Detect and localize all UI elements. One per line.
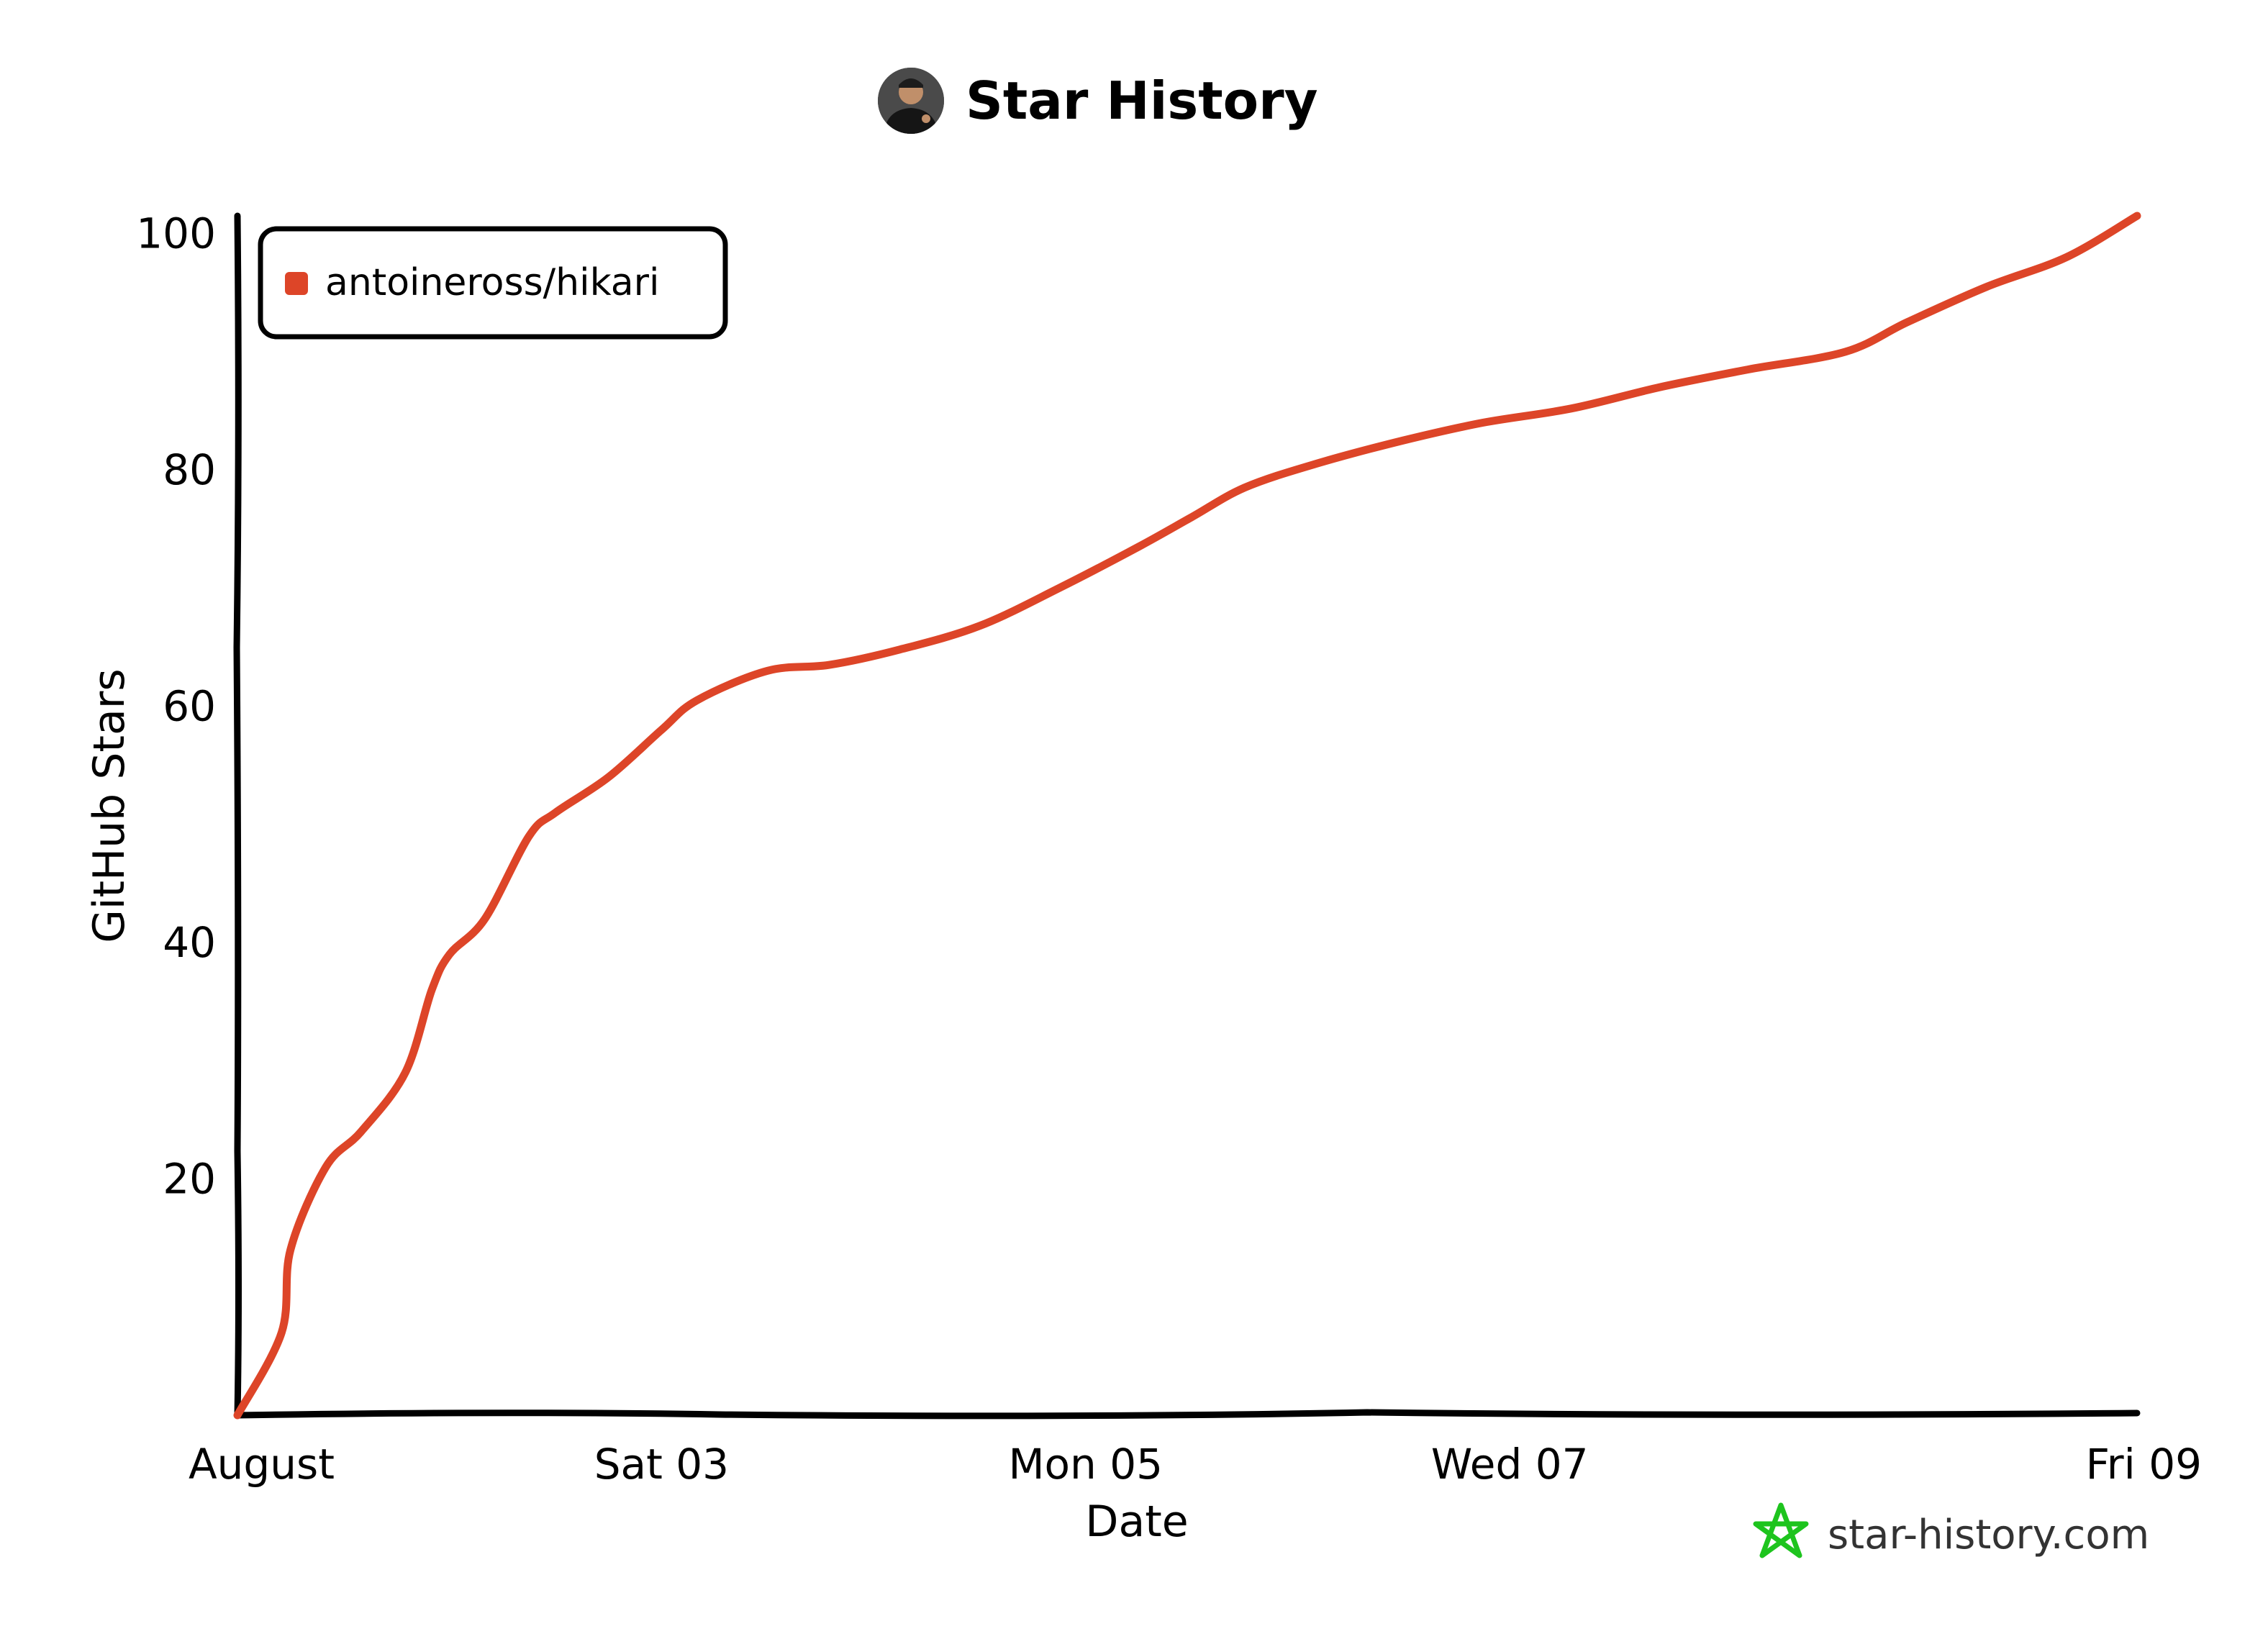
legend-swatch bbox=[285, 272, 308, 295]
y-axis-ticks: 20 40 60 80 100 bbox=[136, 209, 216, 1204]
x-tick-label: Fri 09 bbox=[2086, 1440, 2202, 1489]
y-axis-line bbox=[233, 212, 242, 1419]
chart-title: Star History bbox=[966, 71, 1318, 131]
y-axis-title: GitHub Stars bbox=[84, 668, 135, 943]
x-tick-label: Mon 05 bbox=[1009, 1440, 1164, 1489]
axes bbox=[233, 212, 2141, 1420]
x-tick-label: Sat 03 bbox=[594, 1440, 729, 1489]
y-tick-label: 80 bbox=[163, 445, 216, 494]
x-axis-line bbox=[234, 1409, 2141, 1420]
x-tick-label: August bbox=[189, 1440, 335, 1489]
watermark[interactable]: star-history.com bbox=[1753, 1502, 2149, 1558]
star-icon bbox=[1753, 1502, 1809, 1558]
y-tick-label: 60 bbox=[163, 682, 216, 731]
watermark-text: star-history.com bbox=[1828, 1512, 2149, 1558]
legend: antoineross/hikari bbox=[258, 226, 728, 340]
x-axis-title: Date bbox=[1085, 1497, 1188, 1547]
chart-header: Star History bbox=[878, 68, 1318, 134]
y-tick-label: 20 bbox=[163, 1155, 216, 1204]
avatar bbox=[878, 68, 944, 134]
legend-box bbox=[258, 226, 728, 340]
series-layer bbox=[233, 212, 2141, 1420]
y-tick-label: 100 bbox=[136, 209, 216, 258]
x-tick-label: Wed 07 bbox=[1431, 1440, 1589, 1489]
legend-entry-label: antoineross/hikari bbox=[325, 261, 659, 304]
series-line bbox=[233, 212, 2141, 1420]
x-axis-ticks: August Sat 03 Mon 05 Wed 07 Fri 09 bbox=[189, 1440, 2202, 1489]
y-tick-label: 40 bbox=[163, 918, 216, 967]
